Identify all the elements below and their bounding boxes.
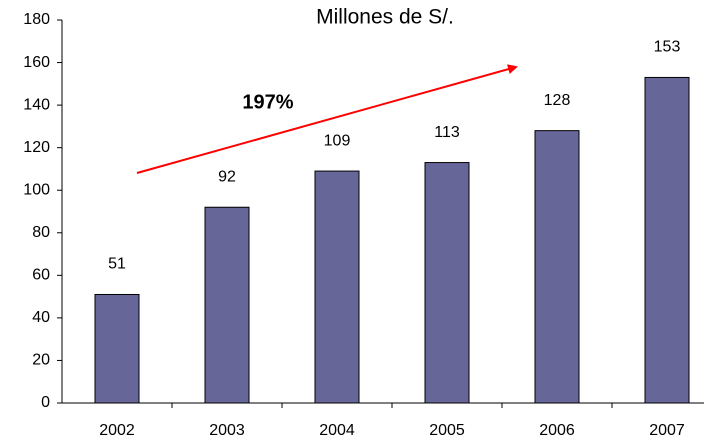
x-tick-label: 2002 [99, 422, 135, 439]
y-tick-label: 180 [23, 11, 50, 28]
value-label: 113 [434, 124, 460, 141]
bar [314, 170, 360, 404]
bar [424, 162, 470, 404]
value-label: 51 [108, 256, 126, 273]
value-label: 92 [218, 168, 236, 185]
bar [644, 76, 690, 404]
bar [204, 206, 250, 404]
y-tick-label: 40 [32, 309, 50, 326]
annotation: 197% [242, 91, 293, 113]
value-label: 109 [324, 132, 351, 149]
y-tick-label: 60 [32, 267, 50, 284]
x-tick-label: 2005 [429, 422, 465, 439]
x-tick-label: 2003 [209, 422, 245, 439]
y-tick-label: 0 [41, 394, 50, 411]
trend-arrow [136, 64, 518, 174]
x-tick-label: 2004 [319, 422, 355, 439]
value-label: 128 [544, 92, 571, 109]
bar [534, 130, 580, 404]
x-tick-label: 2007 [649, 422, 685, 439]
chart-title: Millones de S/. [316, 6, 454, 29]
y-tick-label: 80 [32, 224, 50, 241]
value-label: 153 [654, 39, 681, 56]
y-tick-label: 140 [23, 96, 50, 113]
y-tick-label: 160 [23, 54, 50, 71]
x-tick-label: 2006 [539, 422, 575, 439]
bar [94, 293, 140, 404]
y-tick-label: 20 [32, 352, 50, 369]
y-tick-label: 100 [23, 181, 50, 198]
y-tick-label: 120 [23, 139, 50, 156]
